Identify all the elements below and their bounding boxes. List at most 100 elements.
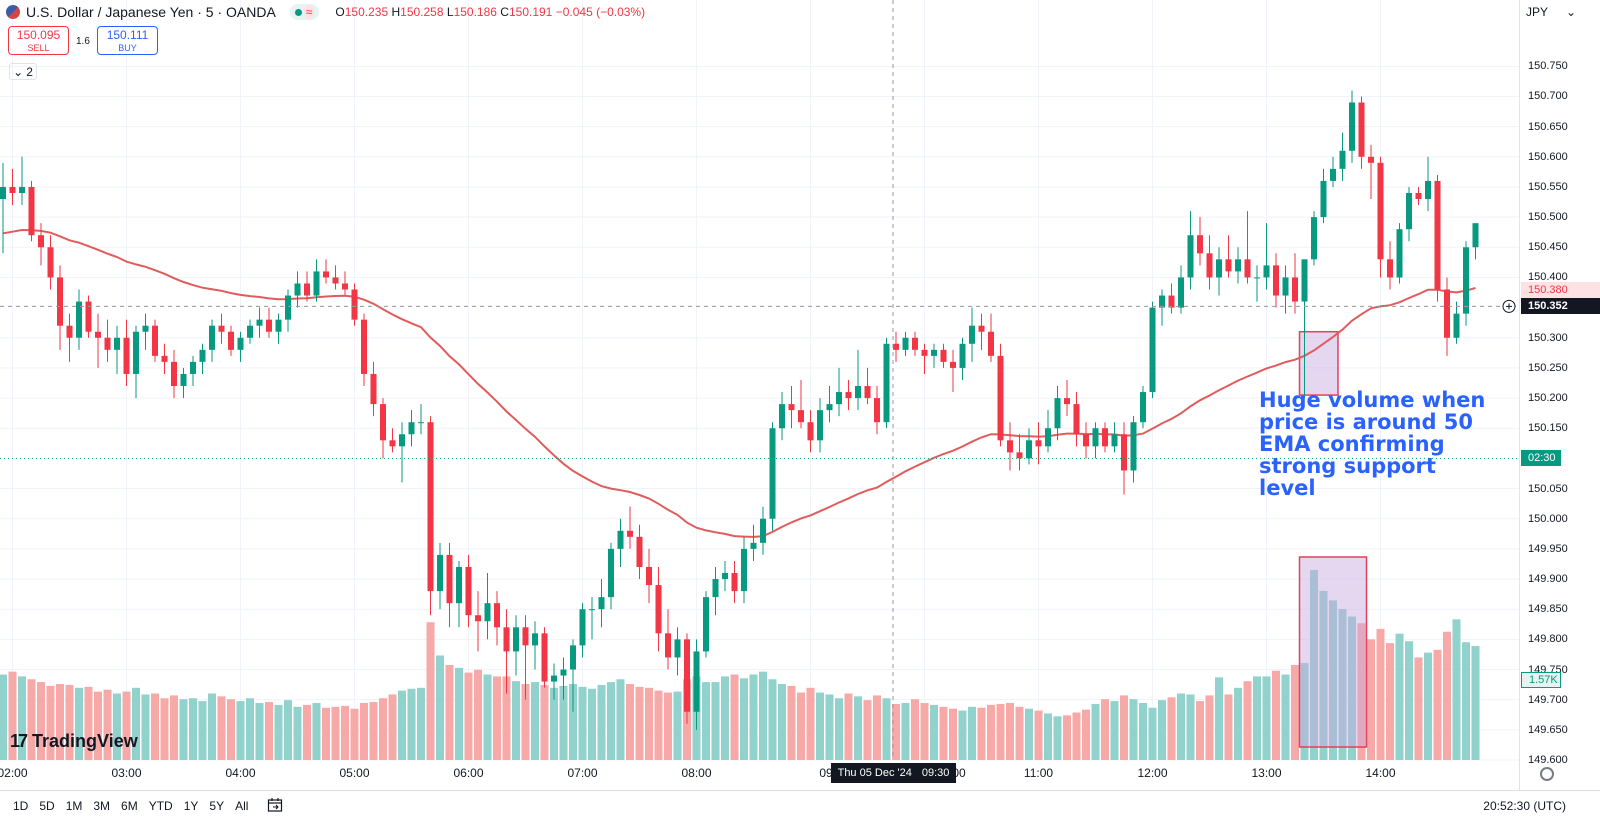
candle-body — [57, 277, 63, 325]
candle-body — [618, 531, 624, 549]
volume-bar — [1206, 695, 1214, 760]
candle-body — [1463, 247, 1469, 313]
countdown-tag: 02:30 — [1521, 450, 1561, 466]
range-button-1y[interactable]: 1Y — [184, 799, 199, 813]
volume-bar — [807, 688, 815, 760]
candle-body — [361, 320, 367, 374]
volume-bar — [1234, 688, 1242, 760]
volume-bar — [1035, 711, 1043, 760]
range-button-6m[interactable]: 6M — [121, 799, 138, 813]
high-value: 150.258 — [400, 5, 443, 19]
range-button-5y[interactable]: 5Y — [209, 799, 224, 813]
volume-bar — [617, 679, 625, 760]
candle-body — [1159, 296, 1165, 308]
price-tick-label: 149.850 — [1528, 603, 1568, 615]
volume-bar — [294, 707, 302, 760]
volume-bar — [940, 707, 948, 760]
volume-bar — [1453, 619, 1461, 760]
range-button-ytd[interactable]: YTD — [149, 799, 173, 813]
settings-gear-icon[interactable] — [1540, 767, 1554, 781]
candle-body — [722, 573, 728, 579]
volume-bar — [1158, 700, 1166, 760]
candle-body — [390, 440, 396, 446]
candle-body — [599, 597, 605, 609]
annotation-text[interactable]: Huge volume when price is around 50 EMA … — [1259, 389, 1489, 499]
volume-bar — [626, 684, 634, 760]
volume-bar — [237, 701, 245, 760]
currency-selector[interactable]: JPY ⌄ — [1521, 0, 1600, 24]
volume-bar — [1139, 703, 1147, 760]
volume-bar — [493, 676, 501, 760]
price-tick-label: 150.300 — [1528, 332, 1568, 344]
volume-bar — [0, 675, 7, 761]
utc-clock[interactable]: 20:52:30 (UTC) — [1483, 799, 1566, 813]
volume-bar — [1006, 703, 1014, 760]
volume-bar — [731, 675, 739, 761]
candle-body — [1340, 151, 1346, 169]
volume-bar — [645, 688, 653, 760]
indicators-toggle[interactable]: ⌄ 2 — [9, 63, 37, 80]
candle-body — [988, 332, 994, 356]
buy-button[interactable]: 150.111 BUY — [97, 26, 158, 55]
candle-body — [1093, 428, 1099, 446]
candle-body — [1007, 440, 1013, 452]
candle-body — [960, 344, 966, 368]
range-button-1m[interactable]: 1M — [66, 799, 83, 813]
candle-body — [238, 338, 244, 350]
volume-bar — [797, 693, 805, 760]
volume-bar — [436, 656, 444, 761]
range-button-5d[interactable]: 5D — [39, 799, 54, 813]
candle-body — [1178, 277, 1184, 307]
symbol-name[interactable]: U.S. Dollar / Japanese Yen · 5 · OANDA — [26, 4, 276, 20]
volume-bar — [1291, 665, 1299, 760]
range-button-1d[interactable]: 1D — [13, 799, 28, 813]
volume-bar — [379, 698, 387, 760]
candle-body — [1302, 259, 1308, 301]
volume-bar — [1443, 632, 1451, 760]
crosshair-time-label: Thu 05 Dec '24 09:30 — [831, 763, 956, 783]
volume-bar — [778, 684, 786, 760]
volume-bar — [978, 708, 986, 760]
candle-body — [371, 374, 377, 404]
volume-bar — [959, 711, 967, 760]
volume-bar — [864, 700, 872, 760]
price-tick-label: 149.800 — [1528, 633, 1568, 645]
candle-body — [865, 386, 871, 398]
candle-body — [608, 549, 614, 597]
volume-bar — [1215, 677, 1223, 760]
candle-body — [561, 670, 567, 676]
volume-bar — [712, 682, 720, 760]
time-tick-label: 04:00 — [225, 766, 255, 780]
candle-body — [209, 326, 215, 350]
time-tick-label: 07:00 — [567, 766, 597, 780]
volume-bar — [769, 679, 777, 760]
candle-body — [76, 302, 82, 338]
candle-body — [1454, 314, 1460, 338]
candle-body — [1425, 181, 1431, 199]
volume-bar — [902, 703, 910, 760]
candle-body — [1444, 290, 1450, 338]
volume-bar — [465, 673, 473, 760]
candle-body — [466, 567, 472, 615]
crosshair-price-tag: 150.352 — [1521, 298, 1600, 314]
volume-tag: 1.57K — [1521, 672, 1561, 688]
candle-body — [646, 567, 652, 585]
tradingview-logo[interactable]: 17 TradingView — [10, 731, 138, 752]
volume-bar — [427, 622, 435, 760]
volume-bar — [446, 665, 454, 760]
candle-body — [314, 271, 320, 295]
market-status-badge[interactable]: ≈ — [290, 4, 320, 20]
volume-bar — [1386, 643, 1394, 760]
volume-bar — [256, 703, 264, 760]
candle-body — [751, 543, 757, 549]
calendar-goto-icon[interactable] — [267, 797, 283, 813]
candle-body — [1150, 308, 1156, 392]
range-button-all[interactable]: All — [235, 799, 248, 813]
sell-button[interactable]: 150.095 SELL — [8, 26, 69, 55]
tradingview-mark-icon: 17 — [10, 731, 26, 752]
volume-bar — [218, 696, 226, 760]
price-tick-label: 150.700 — [1528, 90, 1568, 102]
candle-body — [1102, 428, 1108, 446]
range-button-3m[interactable]: 3M — [93, 799, 110, 813]
candle-body — [1359, 103, 1365, 157]
